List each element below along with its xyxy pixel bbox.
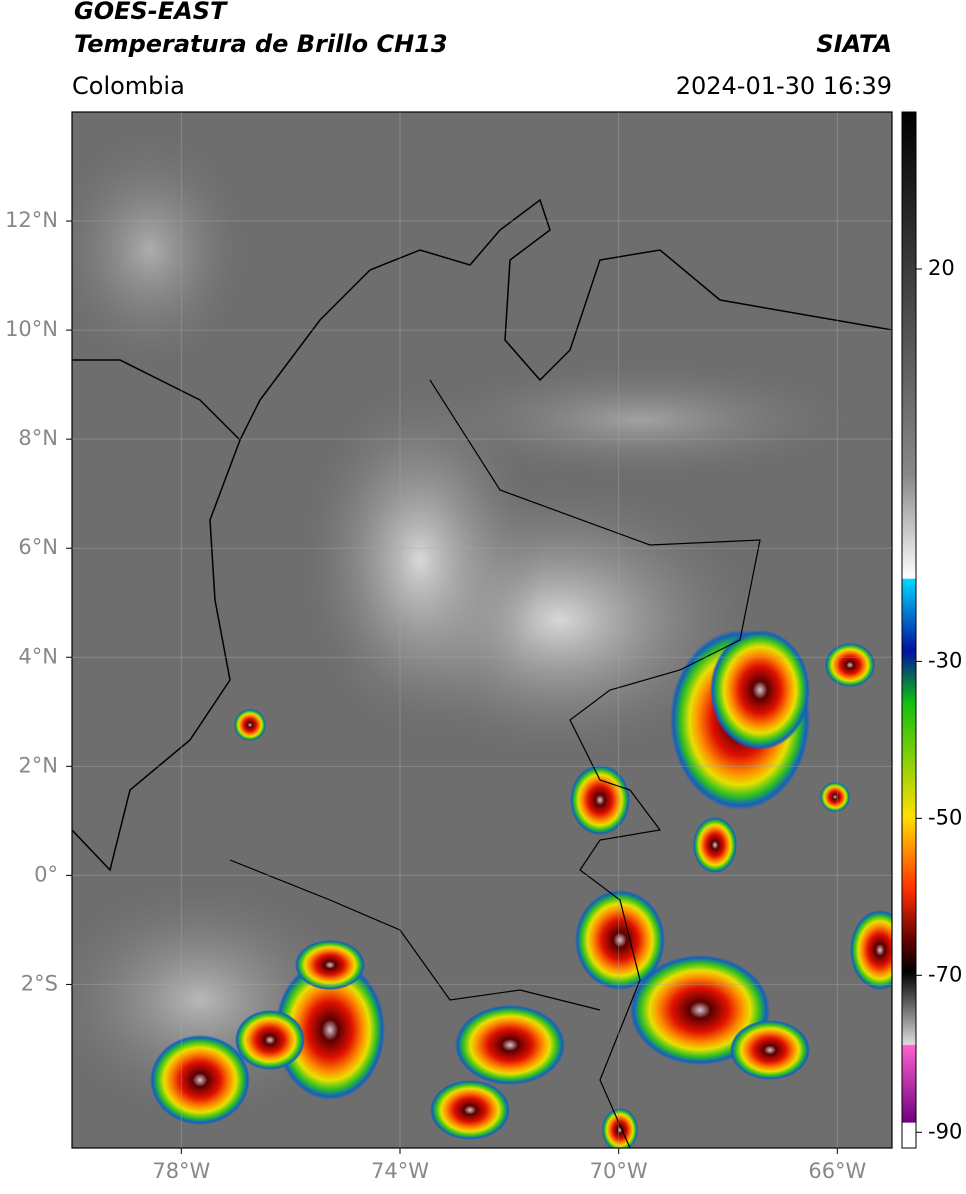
colorbar — [901, 111, 917, 1149]
x-tick-label: 78°W — [152, 1159, 210, 1183]
map-frame — [71, 111, 893, 1149]
x-tick-label: 74°W — [371, 1159, 429, 1183]
subtitle: Temperatura de Brillo CH13 — [74, 30, 448, 58]
colorbar-label: -90 — [928, 1119, 962, 1143]
source: SIATA — [816, 30, 892, 58]
y-tick-label: 8°N — [18, 426, 58, 450]
colorbar-label: -70 — [928, 962, 962, 986]
colorbar-label: 20 — [928, 256, 955, 280]
datetime: 2024-01-30 16:39 — [676, 72, 892, 100]
satellite-image — [72, 112, 892, 1148]
y-tick-label: 10°N — [5, 317, 58, 341]
y-tick-label: 6°N — [18, 535, 58, 559]
title: GOES-EAST — [74, 0, 228, 25]
y-tick-label: 0° — [34, 862, 58, 886]
colorbar-label: -50 — [928, 805, 962, 829]
x-tick-label: 70°W — [590, 1159, 648, 1183]
region: Colombia — [72, 72, 185, 100]
y-tick-label: 2°S — [21, 971, 58, 995]
y-tick-label: 2°N — [18, 753, 58, 777]
y-tick-label: 12°N — [5, 208, 58, 232]
y-tick-label: 4°N — [18, 644, 58, 668]
colorbar-label: -30 — [928, 648, 962, 672]
x-tick-label: 66°W — [808, 1159, 866, 1183]
